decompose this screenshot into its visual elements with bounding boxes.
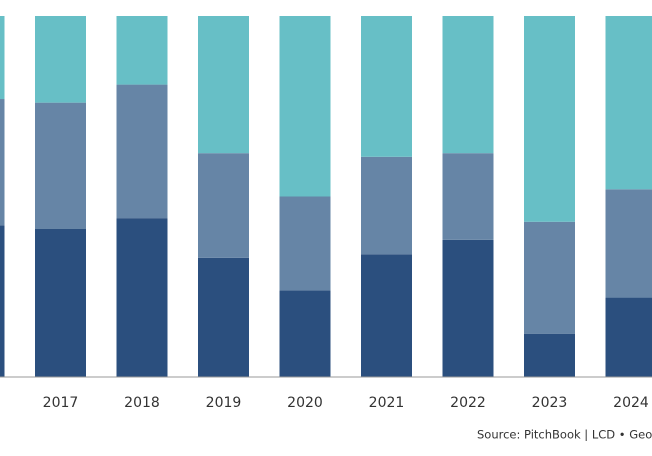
bar-segment bbox=[116, 16, 168, 85]
bar-segment bbox=[35, 102, 86, 229]
bar-segment bbox=[442, 16, 494, 154]
bar-segment bbox=[116, 84, 168, 219]
x-tick-label: 2021 bbox=[369, 395, 405, 411]
bar-segment bbox=[524, 221, 575, 334]
bar-segment bbox=[0, 99, 5, 226]
bar-segment bbox=[279, 196, 331, 291]
x-tick-label: 2018 bbox=[124, 395, 160, 411]
bar-segment bbox=[361, 254, 412, 377]
bar-segment bbox=[361, 156, 412, 255]
bar-segment bbox=[524, 333, 575, 377]
bar-segment bbox=[116, 218, 168, 377]
bar-segment bbox=[0, 225, 5, 377]
x-tick-label: 2024 bbox=[613, 395, 649, 411]
bar-segment bbox=[442, 153, 494, 240]
bar-segment bbox=[198, 16, 249, 154]
bar-segment bbox=[442, 239, 494, 377]
bar-segment bbox=[605, 297, 652, 377]
bar-segment bbox=[605, 189, 652, 298]
x-tick-label: 2017 bbox=[43, 395, 79, 411]
x-tick-label: 2023 bbox=[532, 395, 568, 411]
bar-segment bbox=[279, 16, 331, 197]
bar-segment bbox=[361, 16, 412, 157]
x-tick-label: 2019 bbox=[206, 395, 242, 411]
bar-segment bbox=[35, 228, 86, 377]
bar-segment bbox=[198, 257, 249, 377]
x-tick-label: 2022 bbox=[450, 395, 486, 411]
bar-segment bbox=[35, 16, 86, 103]
source: Source: PitchBook | LCD • Geog bbox=[477, 428, 652, 442]
bar-segment bbox=[0, 16, 5, 100]
bar-segment bbox=[524, 16, 575, 222]
bar-segment bbox=[605, 16, 652, 190]
bar-segment bbox=[198, 153, 249, 258]
bar-segment bbox=[279, 290, 331, 377]
x-tick-label: 2020 bbox=[287, 395, 323, 411]
